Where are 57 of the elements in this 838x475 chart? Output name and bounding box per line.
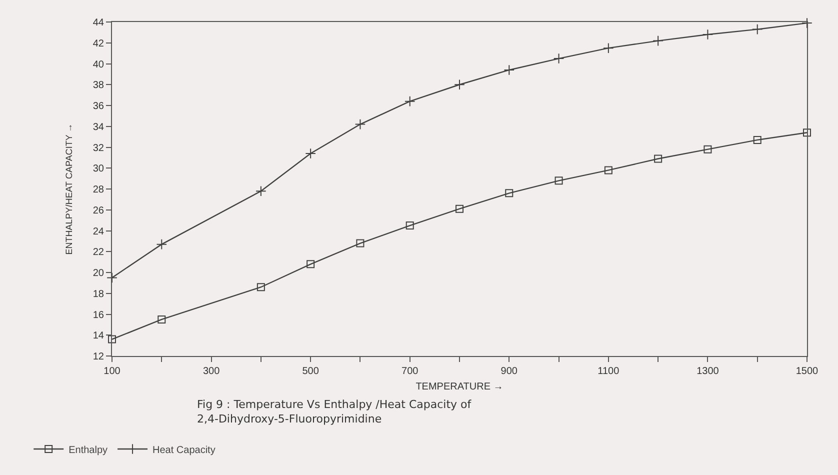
x-tick-label: 900: [500, 366, 518, 377]
y-tick-label: 32: [92, 142, 104, 154]
point: [256, 186, 266, 196]
legend-label: Heat Capacity: [152, 444, 216, 456]
point: [604, 166, 612, 174]
point: [456, 204, 464, 213]
y-tick-label: 28: [92, 184, 104, 196]
x-axis-title: TEMPERATURE →: [416, 382, 504, 392]
point: [305, 148, 316, 159]
point: [702, 29, 714, 40]
point: [553, 53, 564, 64]
x-tick-label: 300: [202, 366, 220, 377]
point: [256, 283, 265, 292]
point: [106, 272, 118, 284]
y-tick-label: 42: [92, 38, 104, 50]
x-tick-label: 100: [104, 366, 121, 377]
point: [354, 118, 366, 130]
y-tick-label: 44: [92, 18, 104, 28]
point: [158, 315, 166, 324]
point: [504, 64, 515, 76]
point: [654, 154, 662, 163]
point: [306, 260, 315, 268]
point: [554, 176, 563, 185]
point: [753, 136, 762, 144]
y-tick-label: 26: [92, 205, 104, 216]
point: [356, 239, 364, 248]
y-tick-label: 22: [92, 247, 104, 258]
x-tick-label: 1500: [796, 366, 819, 377]
y-tick-label: 18: [92, 288, 104, 300]
y-tick-label: 12: [92, 352, 104, 362]
x-tick-label: 700: [402, 366, 419, 377]
point: [652, 35, 664, 46]
y-tick-label: 30: [92, 164, 104, 175]
legend-label: Enthalpy: [68, 444, 108, 456]
text: Fig 9 : Temperature Vs Enthalpy /Heat Capacity of 2,4-Dihydroxy-5-Fluoropyrimidine: [197, 398, 472, 426]
y-tick-label: 38: [92, 80, 104, 92]
x-tick-label: 1100: [598, 366, 620, 377]
y-tick-label: 34: [92, 122, 104, 133]
point: [803, 128, 811, 137]
point: [108, 335, 116, 344]
y-tick-label: 36: [92, 101, 104, 112]
y-tick-label: 14: [92, 330, 104, 342]
point: [752, 24, 763, 35]
point: [505, 189, 514, 198]
x-tick-label: 1300: [696, 366, 720, 377]
point: [704, 145, 712, 154]
point: [603, 42, 614, 54]
y-tick-label: 24: [92, 226, 104, 238]
point: [156, 238, 168, 250]
point: [454, 79, 465, 90]
x-tick-label: 500: [302, 366, 320, 377]
y-tick-label: 16: [92, 310, 104, 321]
y-tick-label: 20: [92, 268, 104, 279]
point: [404, 96, 416, 107]
y-tick-label: 40: [92, 59, 104, 70]
y-axis-title: ENTHALPY/HEAT CAPACITY →: [64, 123, 74, 255]
point: [406, 222, 414, 230]
